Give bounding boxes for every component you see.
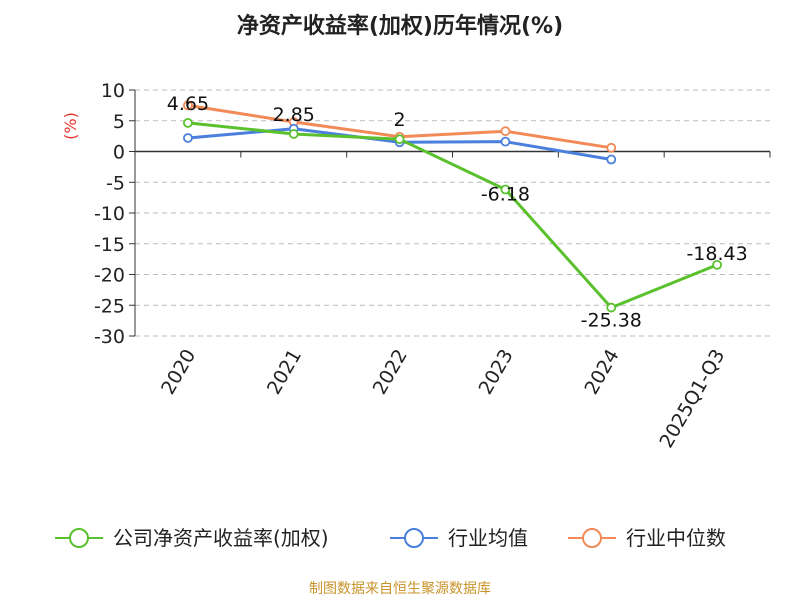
y-tick-label: 0 xyxy=(113,142,125,164)
y-tick-label: -30 xyxy=(94,326,125,348)
data-point xyxy=(606,154,617,165)
x-tick-label: 2023 xyxy=(475,346,518,399)
data-point xyxy=(183,118,193,128)
x-tick-label: 2021 xyxy=(263,346,306,399)
data-label: 2 xyxy=(394,109,406,131)
data-point xyxy=(500,126,511,137)
x-tick-label: 2020 xyxy=(157,346,200,399)
data-labels: 4.65 2.85 2 -6.18 -25.38 -18.43 xyxy=(167,93,748,332)
x-tick-label: 2022 xyxy=(369,346,412,399)
data-point xyxy=(606,302,617,313)
x-tick-label: 2025Q1-Q3 xyxy=(655,346,729,452)
y-tick-label: -10 xyxy=(94,203,125,225)
y-tick-label: -15 xyxy=(94,234,125,256)
data-point xyxy=(183,100,193,111)
y-axis-unit: (%) xyxy=(61,112,80,140)
legend-label: 行业均值 xyxy=(448,526,528,550)
legend-marker xyxy=(69,528,89,548)
data-point xyxy=(183,133,193,143)
y-tick-label: 10 xyxy=(101,80,125,102)
data-label: -18.43 xyxy=(686,243,747,265)
data-label: -6.18 xyxy=(481,184,530,206)
y-axis-ticks: 10 5 0 -5 -10 -15 -20 -25 -30 xyxy=(94,80,135,348)
data-point xyxy=(394,134,405,145)
legend-label: 公司净资产收益率(加权) xyxy=(113,526,329,550)
legend: 公司净资产收益率(加权) 行业均值 行业中位数 xyxy=(55,526,726,550)
grid-lines xyxy=(135,89,770,337)
y-tick-label: -25 xyxy=(94,295,125,317)
data-point xyxy=(606,142,617,153)
data-label: 2.85 xyxy=(273,104,315,126)
series-lines xyxy=(183,100,722,313)
legend-label: 行业中位数 xyxy=(626,526,726,550)
y-tick-label: -5 xyxy=(106,172,125,194)
data-point xyxy=(288,129,299,139)
x-axis-ticks: 2020 2021 2022 2023 2024 2025Q1-Q3 xyxy=(134,151,771,452)
data-point xyxy=(500,136,511,147)
legend-marker xyxy=(404,528,424,548)
y-tick-label: 5 xyxy=(113,111,125,133)
y-tick-label: -20 xyxy=(94,265,125,287)
series-line xyxy=(187,121,718,310)
data-label: 4.65 xyxy=(167,93,209,115)
source-note: 制图数据来自恒生聚源数据库 xyxy=(309,581,491,597)
data-label: -25.38 xyxy=(581,310,642,332)
legend-marker xyxy=(582,528,602,548)
chart-title: 净资产收益率(加权)历年情况(%) xyxy=(237,13,563,39)
x-tick-label: 2024 xyxy=(580,346,623,399)
data-point xyxy=(712,259,722,270)
data-point xyxy=(500,184,511,195)
